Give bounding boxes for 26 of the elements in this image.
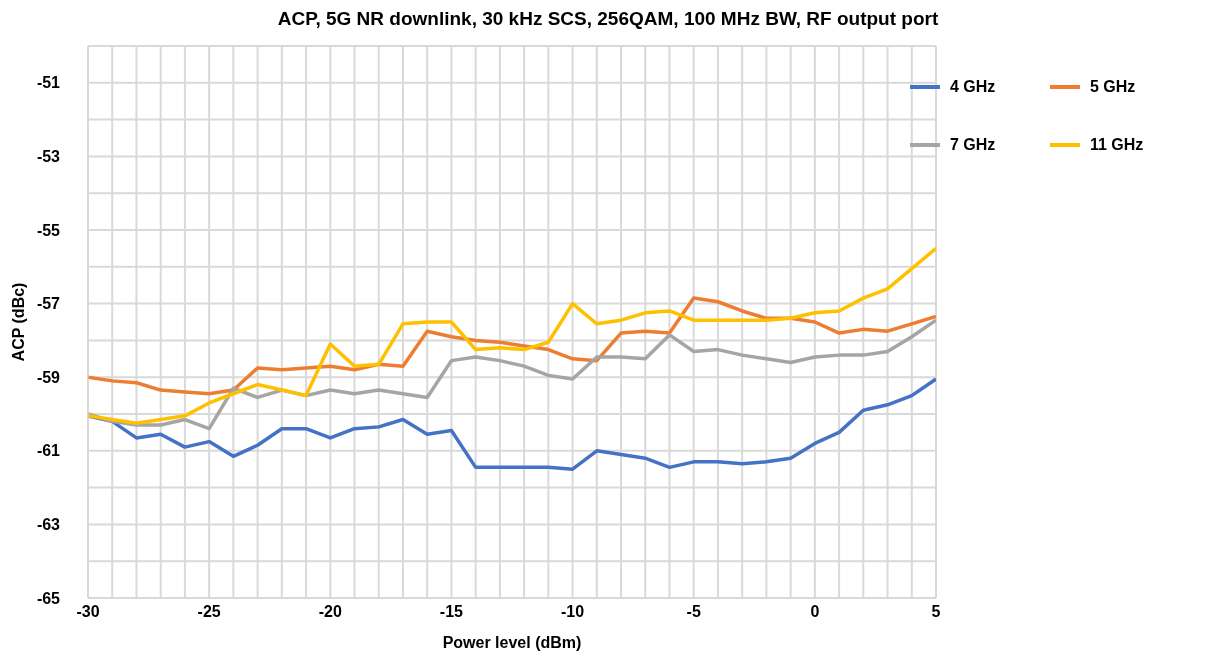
x-axis-title: Power level (dBm) (442, 634, 582, 651)
legend-label: 5 GHz (1090, 78, 1136, 96)
y-tick-label: -59 (36, 368, 61, 386)
x-tick-label: -20 (318, 603, 342, 621)
y-tick-label: -63 (36, 516, 61, 534)
y-tick-label: -65 (36, 589, 61, 607)
x-tick-label: -30 (76, 603, 100, 621)
x-tick-label: 0 (810, 603, 820, 621)
x-tick-label: -10 (561, 603, 585, 621)
x-tick-label: -25 (197, 603, 221, 621)
y-tick-label: -53 (36, 148, 61, 166)
legend-label: 7 GHz (950, 136, 996, 154)
y-tick-label: -51 (36, 74, 61, 92)
x-tick-label: -5 (686, 603, 701, 621)
chart-title: ACP, 5G NR downlink, 30 kHz SCS, 256QAM, 100 MHz BW, RF output port (276, 8, 940, 31)
x-tick-label: 5 (931, 603, 941, 621)
line-series (88, 296, 936, 396)
line-series (88, 318, 936, 431)
line-series (88, 246, 936, 425)
y-tick-label: -55 (36, 221, 61, 239)
x-tick-label: -15 (439, 603, 464, 621)
legend-label: 11 GHz (1090, 136, 1144, 154)
y-tick-label: -61 (36, 442, 61, 460)
y-axis-title: ACP (dBc) (9, 282, 27, 362)
y-tick-label: -57 (36, 295, 61, 313)
legend-label: 4 GHz (950, 78, 996, 96)
